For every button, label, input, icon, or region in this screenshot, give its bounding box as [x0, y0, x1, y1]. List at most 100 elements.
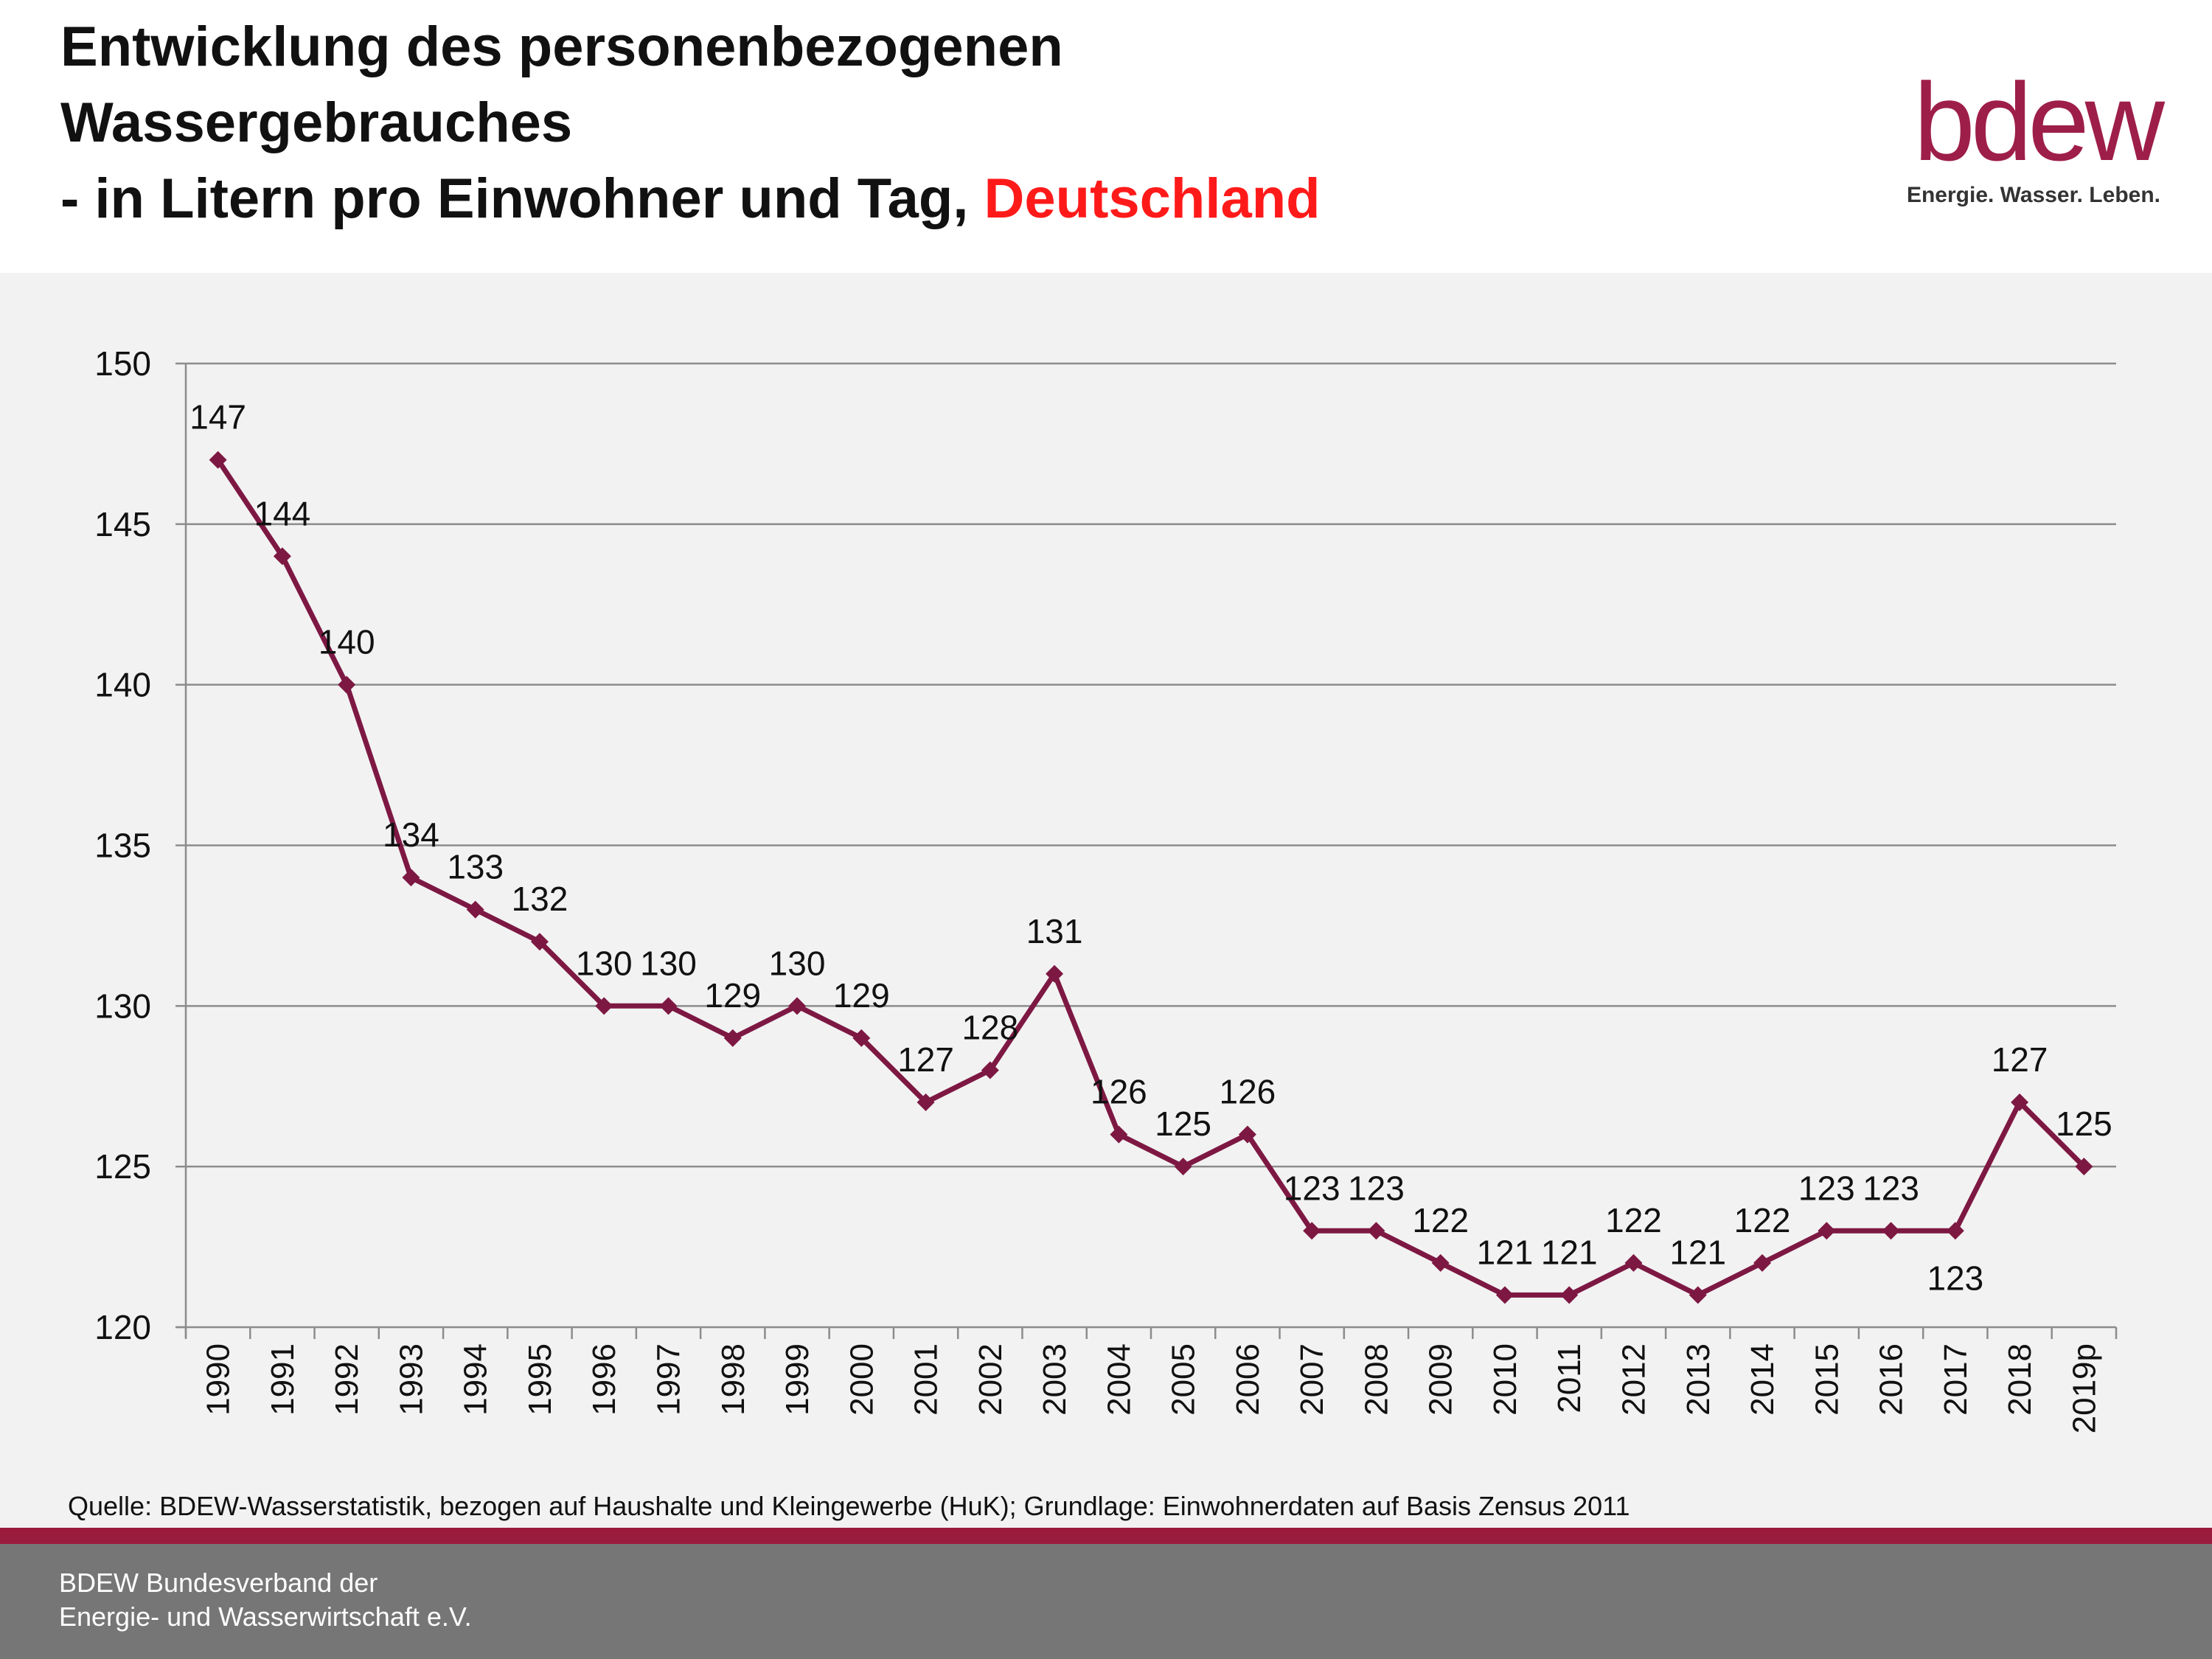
x-tick-label: 2004: [1101, 1343, 1137, 1416]
data-label: 131: [1026, 912, 1083, 950]
x-tick-label: 1991: [265, 1343, 301, 1416]
data-label: 123: [1798, 1169, 1855, 1207]
data-point: [530, 933, 549, 951]
data-point: [1818, 1222, 1836, 1240]
x-tick-label: 1997: [651, 1343, 687, 1416]
data-point: [1753, 1253, 1772, 1272]
y-tick-label: 120: [94, 1308, 151, 1346]
source-note: Quelle: BDEW-Wasserstatistik, bezogen au…: [68, 1491, 1630, 1521]
x-tick-label: 1995: [522, 1343, 558, 1416]
x-tick-label: 1999: [779, 1343, 815, 1416]
data-label: 130: [769, 944, 826, 982]
x-tick-label: 2003: [1037, 1343, 1073, 1416]
x-tick-label: 2016: [1874, 1343, 1910, 1416]
x-tick-label: 2014: [1745, 1343, 1781, 1416]
x-tick-label: 2005: [1166, 1343, 1202, 1416]
title-line-1: Entwicklung des personenbezogenen: [60, 15, 1063, 78]
data-label: 121: [1477, 1233, 1534, 1271]
x-tick-label: 1998: [715, 1343, 751, 1416]
data-label: 128: [961, 1008, 1018, 1046]
data-point: [852, 1029, 871, 1047]
data-point: [1046, 964, 1064, 983]
footer-line-1: BDEW Bundesverband der: [59, 1568, 378, 1598]
data-point: [788, 997, 807, 1015]
x-tick-label: 2018: [2002, 1343, 2038, 1416]
data-label: 134: [383, 815, 439, 854]
data-point: [1367, 1222, 1385, 1240]
data-point: [466, 900, 484, 919]
data-point: [1174, 1158, 1192, 1176]
data-label: 132: [512, 880, 568, 918]
x-tick-label: 2015: [1809, 1343, 1845, 1416]
data-point: [1560, 1286, 1579, 1304]
footer-divider: [0, 1528, 2212, 1544]
data-label: 122: [1605, 1201, 1662, 1239]
data-label: 127: [897, 1040, 954, 1079]
x-tick-label: 2009: [1423, 1343, 1459, 1416]
data-point: [402, 869, 420, 887]
data-label: 144: [254, 494, 311, 532]
page-title: Entwicklung des personenbezogenen Wasser…: [60, 9, 1321, 237]
data-label: 123: [1284, 1169, 1340, 1207]
data-point: [1303, 1222, 1321, 1240]
data-label: 122: [1412, 1201, 1469, 1239]
data-point: [595, 997, 613, 1015]
bdew-logo: bdew Energie. Wasser. Leben.: [1888, 60, 2165, 221]
x-tick-label: 1994: [458, 1343, 494, 1416]
data-label: 133: [447, 848, 504, 886]
data-label: 147: [189, 398, 246, 437]
logo-tagline: Energie. Wasser. Leben.: [1906, 183, 2160, 207]
data-point: [1624, 1253, 1643, 1272]
data-point: [338, 675, 356, 694]
data-point: [1110, 1125, 1128, 1144]
x-tick-label: 2019p: [2066, 1343, 2102, 1433]
data-point: [659, 997, 678, 1015]
data-label: 140: [319, 623, 375, 661]
header: Entwicklung des personenbezogenen Wasser…: [0, 0, 2212, 273]
line-chart: 120 125 130 135 140 145 150 1990 1991 1992 1993 199…: [94, 344, 2118, 1433]
title-line-2: Wassergebrauches: [60, 91, 573, 154]
data-label: 129: [833, 976, 890, 1015]
title-accent: Deutschland: [984, 167, 1321, 230]
series-line: [215, 457, 2087, 1298]
x-tick-label: 2013: [1680, 1343, 1717, 1416]
data-point: [1688, 1286, 1707, 1304]
data-label: 122: [1734, 1201, 1791, 1239]
data-label: 129: [704, 976, 761, 1015]
footer-line-2: Energie- und Wasserwirtschaft e.V.: [59, 1601, 472, 1632]
x-tick-label: 2011: [1551, 1343, 1587, 1413]
footer-organization: BDEW Bundesverband der Energie- und Wass…: [59, 1566, 472, 1634]
y-tick-label: 130: [94, 987, 151, 1025]
data-point: [1238, 1125, 1256, 1144]
x-tick-label: 2017: [1938, 1343, 1974, 1416]
x-tick-label: 1992: [329, 1343, 365, 1416]
data-point: [1431, 1253, 1450, 1272]
x-tick-label: 2010: [1487, 1343, 1523, 1416]
data-label: 126: [1091, 1073, 1147, 1111]
x-tick-label: 1990: [201, 1343, 237, 1416]
x-tick-label: 1993: [393, 1343, 429, 1416]
data-point: [2011, 1093, 2029, 1112]
data-label: 125: [2056, 1105, 2112, 1143]
title-line-3-prefix: - in Litern pro Einwohner und Tag,: [60, 167, 984, 230]
chart-area: 120 125 130 135 140 145 150 1990 1991 1992 1993 199…: [0, 273, 2212, 1528]
data-point: [981, 1061, 999, 1079]
x-tick-label: 1996: [586, 1343, 622, 1416]
data-label: 126: [1220, 1073, 1276, 1111]
data-point: [917, 1093, 935, 1112]
logo-wordmark: bdew: [1913, 60, 2165, 184]
data-label: 121: [1541, 1233, 1598, 1271]
x-tick-label: 2008: [1358, 1343, 1394, 1416]
y-tick-label: 140: [94, 666, 151, 704]
data-point: [1882, 1222, 1900, 1240]
x-tick-label: 2000: [844, 1343, 880, 1416]
data-label: 123: [1348, 1169, 1405, 1207]
y-tick-label: 150: [94, 344, 151, 383]
y-tick-label: 135: [94, 827, 151, 865]
x-tick-label: 2012: [1616, 1343, 1652, 1416]
y-tick-label: 125: [94, 1147, 151, 1186]
data-point: [209, 451, 227, 469]
footer: BDEW Bundesverband der Energie- und Wass…: [0, 1544, 2212, 1659]
data-point: [1495, 1286, 1514, 1304]
data-point: [273, 547, 291, 566]
